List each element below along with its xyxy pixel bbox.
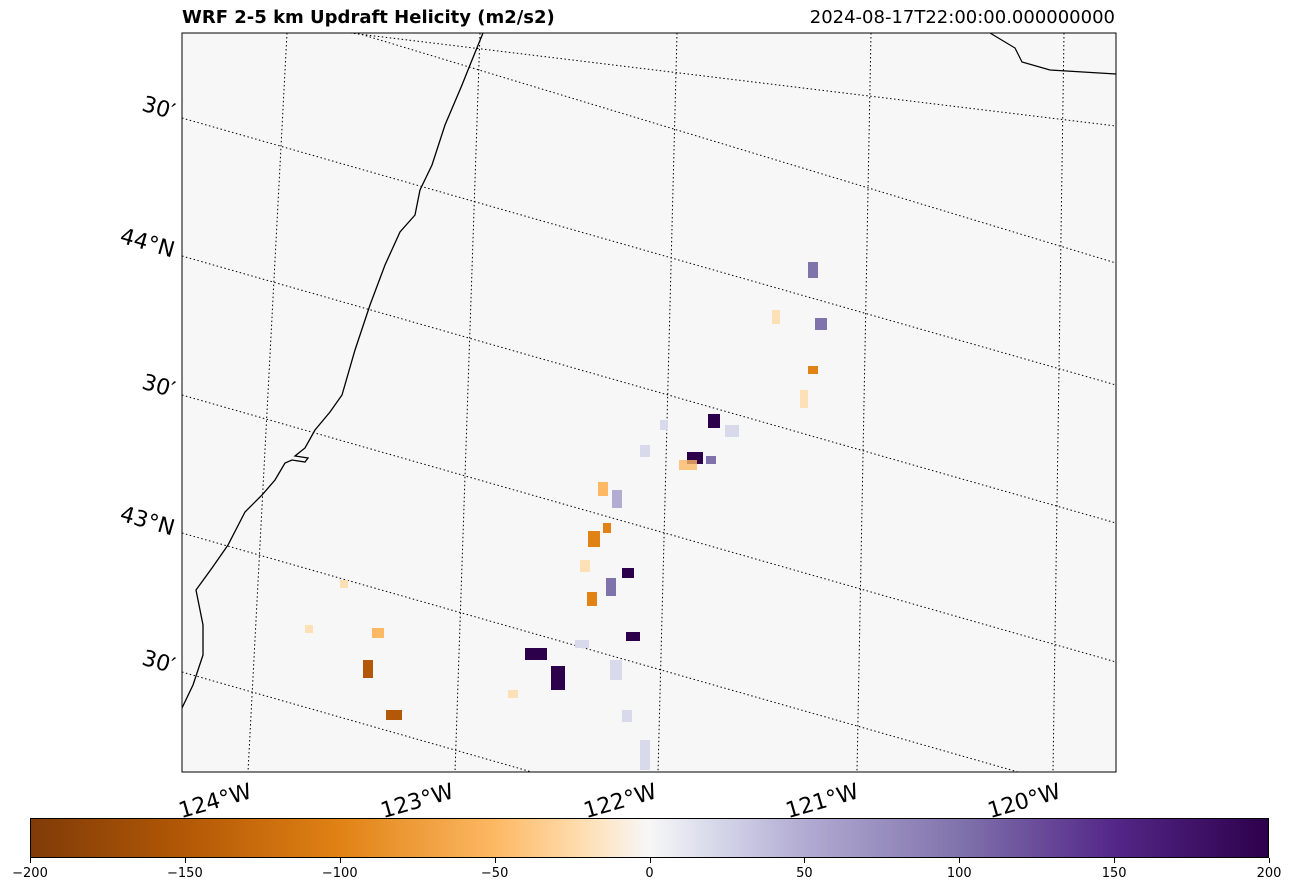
map-frame: [181, 32, 1117, 773]
colorbar-tick: [649, 858, 651, 863]
colorbar-tick: [339, 858, 341, 863]
colorbar-tick-label: 150: [1101, 866, 1127, 881]
map-background: [182, 33, 1116, 772]
colorbar-tick: [1269, 858, 1270, 863]
helicity-swaths: [305, 262, 827, 770]
coastline: [182, 33, 484, 709]
colorbar-tick-label: 0: [645, 866, 654, 881]
colorbar-tick-label: −50: [480, 866, 509, 881]
map-title: WRF 2-5 km Updraft Helicity (m2/s2): [182, 7, 555, 28]
colorbar-tick-label: −150: [167, 866, 203, 881]
longitude-gridlines: [247, 33, 1065, 772]
colorbar-tick: [1114, 858, 1116, 863]
colorbar-tick-label: −100: [321, 866, 358, 881]
state-border: [989, 33, 1116, 75]
colorbar-tick-label: −200: [12, 866, 48, 881]
colorbar-tick: [494, 858, 496, 863]
valid-time: 2024-08-17T22:00:00.000000000: [809, 7, 1115, 28]
colorbar-tick: [30, 858, 31, 863]
colorbar-tick-label: 100: [946, 866, 972, 881]
colorbar-gradient: [30, 818, 1269, 858]
colorbar-tick: [184, 858, 186, 863]
colorbar-tick: [959, 858, 961, 863]
colorbar-tick-label: 50: [796, 866, 813, 881]
colorbar-tick: [804, 858, 806, 863]
colorbar: [30, 818, 1269, 858]
latitude-gridlines: [182, 33, 1116, 772]
colorbar-tick-label: 200: [1256, 866, 1282, 881]
